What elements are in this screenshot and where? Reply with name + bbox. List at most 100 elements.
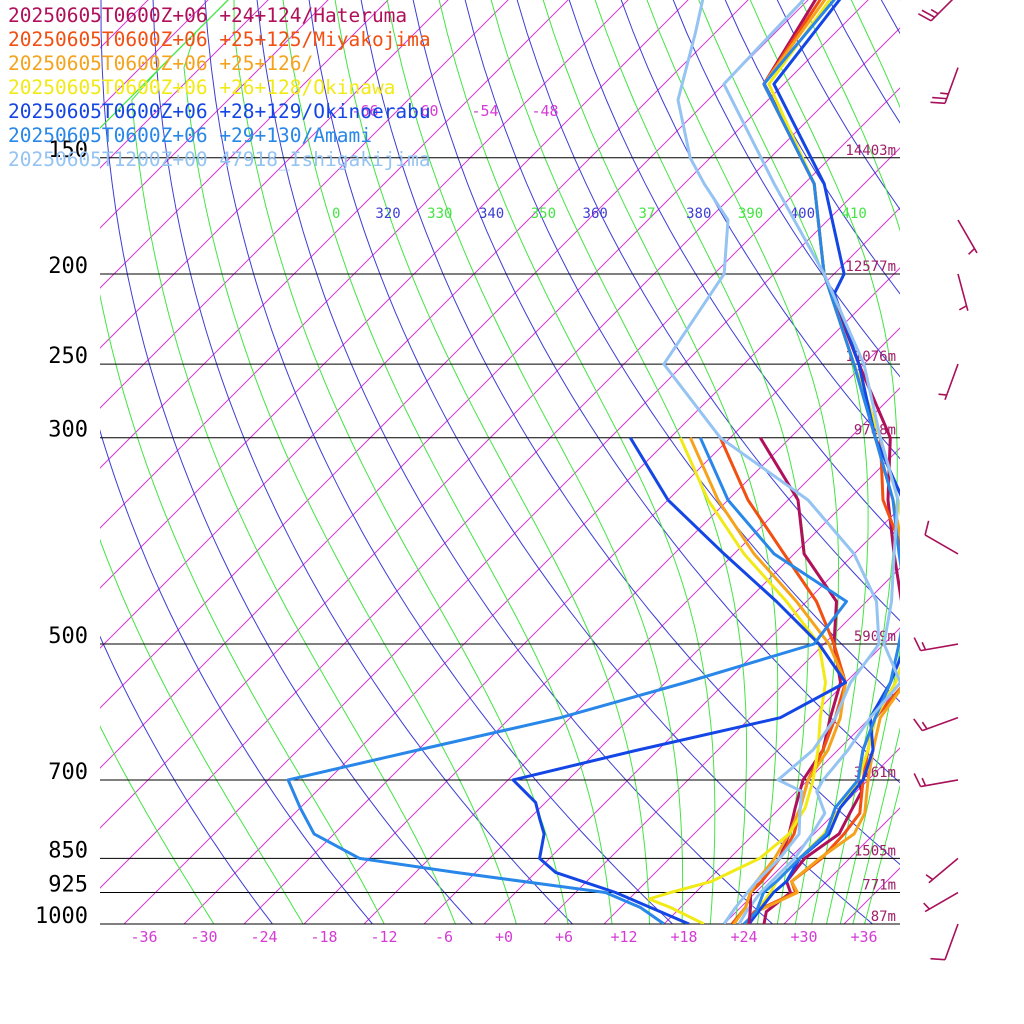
theta-labels: 0 320 330 340 350 360 37 380 390 400 410 <box>332 206 867 222</box>
wind-barb <box>938 363 959 401</box>
wind-barb <box>913 637 959 652</box>
temperature-tick-label: +24 <box>730 928 757 946</box>
moist-adiabat-line <box>490 0 747 924</box>
wind-barb-half-flag <box>925 874 934 881</box>
wind-barbs <box>913 0 978 961</box>
temperature-tick-label: -6 <box>435 928 453 946</box>
pressure-label-200: 200 <box>48 254 88 279</box>
height-label-150: 14403m <box>845 143 896 159</box>
upper-isotherm-label: -48 <box>531 102 558 120</box>
wind-barb-staff <box>957 219 978 254</box>
wind-barb <box>924 520 959 555</box>
pressure-label-150: 150 <box>48 138 88 163</box>
wind-barb-half-flag <box>923 902 930 910</box>
temperature-tick-label: +36 <box>850 928 877 946</box>
pressure-label-250: 250 <box>48 344 88 369</box>
wind-barb <box>918 0 954 22</box>
temperature-profile-5 <box>742 0 900 924</box>
height-label-500: 5909m <box>854 629 896 645</box>
moist-adiabat-line <box>438 0 716 924</box>
dewpoint-profile-3 <box>647 437 827 924</box>
isotherm-line <box>100 0 809 709</box>
isotherm-line <box>100 87 900 889</box>
wind-barb-flag <box>921 9 936 19</box>
legend-entry: 20250605T0600Z+06 +26+128/Okinawa <box>8 76 396 99</box>
wind-barb-flag <box>913 773 922 787</box>
isotherm-line <box>543 567 900 924</box>
wind-barb-staff <box>944 923 959 960</box>
isotherm-line <box>183 207 900 924</box>
dewpoint-profile-6 <box>662 0 881 924</box>
theta-label: 350 <box>531 206 556 222</box>
temperature-tick-label: +0 <box>495 928 513 946</box>
wind-barb-staff <box>957 273 969 311</box>
isotherm-line <box>723 747 900 924</box>
dewpoint-profile-4 <box>511 436 847 924</box>
upper-isotherm-labels: -66 -60 -54 -48 <box>351 102 558 120</box>
wind-barb-staff <box>920 779 959 788</box>
temperature-profile-2 <box>747 0 900 924</box>
height-label-1000: 87m <box>871 909 896 925</box>
legend-entry: 20250605T0600Z+06 +24+124/Hateruma <box>8 4 408 27</box>
wind-barb-half-flag <box>958 305 967 311</box>
temperature-tick-label: -24 <box>250 928 277 946</box>
wind-barb-staff <box>924 534 959 555</box>
temperature-tick-label: -36 <box>130 928 157 946</box>
isotherm-line <box>100 0 449 349</box>
dry-adiabat-line <box>930 0 1024 924</box>
temperature-tick-label: +12 <box>610 928 637 946</box>
theta-label: 360 <box>583 206 608 222</box>
height-label-925: 771m <box>862 878 896 894</box>
upper-isotherm-label: -66 <box>351 102 378 120</box>
isotherm-line <box>303 327 900 924</box>
wind-barb <box>913 716 959 732</box>
height-label-200: 12577m <box>845 259 896 275</box>
wind-barb <box>930 67 959 105</box>
wind-barb-staff <box>924 891 959 913</box>
pressure-label-850: 850 <box>48 838 88 863</box>
temperature-tick-label: +6 <box>555 928 573 946</box>
wind-barb-half-flag <box>938 393 947 396</box>
theta-label: 330 <box>427 206 452 222</box>
legend-entry: 20250605T1200Z+00 47918_Ishigakijima <box>8 148 431 171</box>
height-label-850: 1505m <box>854 843 896 859</box>
temperature-tick-label: +18 <box>670 928 697 946</box>
pressure-label-925: 925 <box>48 873 88 898</box>
pressure-label-300: 300 <box>48 418 88 443</box>
temperature-tick-label: -18 <box>310 928 337 946</box>
sounding-profiles <box>286 0 900 924</box>
wind-barb <box>957 219 978 255</box>
legend-entry: 20250605T0600Z+06 +25+125/Miyakojima <box>8 28 431 51</box>
pressure-label-700: 700 <box>48 760 88 785</box>
isotherm-line <box>123 147 900 924</box>
legend: 20250605T0600Z+06 +24+124/Hateruma 202506… <box>8 4 431 172</box>
wind-barb-half-flag <box>930 8 939 15</box>
legend-entry: 20250605T0600Z+06 +25+126/ <box>8 52 314 75</box>
moist-adiabat-line <box>646 0 839 924</box>
temperature-tick-labels: -36 -30 -24 -18 -12 -6 +0 +6 +12 +18 +24 +30 +36 <box>130 928 877 946</box>
isobar-lines <box>100 157 900 925</box>
wind-barb-flag <box>913 718 923 732</box>
isotherm-line <box>483 507 900 924</box>
wind-barb-flag <box>930 957 946 961</box>
wind-barb-staff <box>930 0 954 22</box>
legend-entry: 20250605T0600Z+06 +28+129/Okinoerabu <box>8 100 431 123</box>
isotherm-line <box>663 687 900 924</box>
theta-label: 0 <box>332 206 340 222</box>
upper-isotherm-label: -54 <box>471 102 498 120</box>
moist-adiabat-line <box>850 0 900 924</box>
wind-barb-flag <box>930 101 946 105</box>
isotherm-line <box>100 27 900 829</box>
dewpoint-profile-5 <box>286 437 848 924</box>
isotherm-line <box>100 0 749 649</box>
isotherm-line <box>100 0 869 769</box>
wind-barb-staff <box>928 857 959 884</box>
isotherm-line <box>904 0 1024 924</box>
dry-adiabat-line <box>516 0 900 622</box>
theta-label: 390 <box>738 206 763 222</box>
wind-barb <box>925 857 959 884</box>
pressure-labels: 1001502002503005007008509251000 <box>35 138 88 929</box>
dry-adiabat-line <box>724 0 900 295</box>
wind-barb-half-flag <box>921 721 928 730</box>
temperature-profile-0 <box>762 0 900 924</box>
